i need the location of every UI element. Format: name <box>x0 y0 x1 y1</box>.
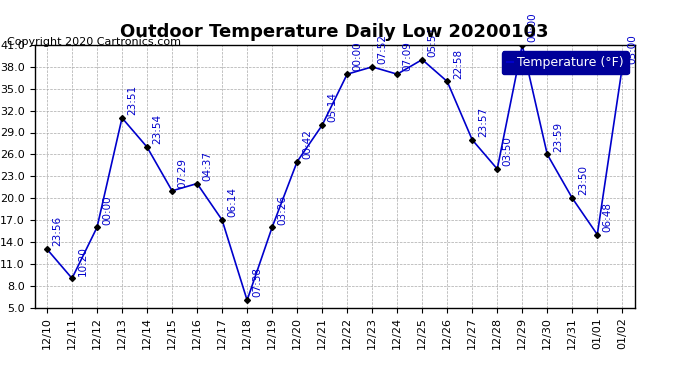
Text: 07:09: 07:09 <box>403 42 413 71</box>
Text: 07:52: 07:52 <box>377 34 388 64</box>
Text: 00:42: 00:42 <box>303 129 313 159</box>
Text: 07:29: 07:29 <box>177 158 188 188</box>
Text: 00:00: 00:00 <box>353 42 363 71</box>
Legend: Temperature (°F): Temperature (°F) <box>502 51 629 74</box>
Text: 06:48: 06:48 <box>603 202 613 232</box>
Text: 23:54: 23:54 <box>152 114 163 144</box>
Title: Outdoor Temperature Daily Low 20200103: Outdoor Temperature Daily Low 20200103 <box>120 22 549 40</box>
Text: 00:00: 00:00 <box>103 195 112 225</box>
Text: 06:14: 06:14 <box>228 187 237 217</box>
Text: 05:14: 05:14 <box>328 92 337 122</box>
Text: 10:20: 10:20 <box>77 246 88 276</box>
Text: 05:54: 05:54 <box>428 27 437 57</box>
Text: 23:56: 23:56 <box>52 216 63 246</box>
Text: 04:37: 04:37 <box>203 151 213 181</box>
Text: 22:58: 22:58 <box>453 48 463 79</box>
Text: 23:50: 23:50 <box>578 165 588 195</box>
Text: 00:00: 00:00 <box>528 13 538 42</box>
Text: 03:50: 03:50 <box>503 136 513 166</box>
Text: 23:51: 23:51 <box>128 85 137 115</box>
Text: 05:00: 05:00 <box>628 34 638 64</box>
Text: 23:59: 23:59 <box>553 122 563 152</box>
Text: 07:38: 07:38 <box>253 267 263 297</box>
Text: Copyright 2020 Cartronics.com: Copyright 2020 Cartronics.com <box>7 37 181 47</box>
Text: 03:26: 03:26 <box>277 195 288 225</box>
Text: 23:57: 23:57 <box>477 107 488 137</box>
